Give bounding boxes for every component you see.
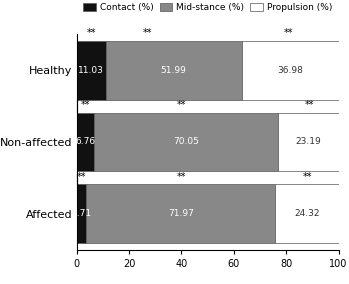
Text: **: ** [305, 100, 314, 110]
Bar [95, 112, 278, 172]
Text: 3.71: 3.71 [72, 209, 92, 218]
Text: 6.76: 6.76 [76, 137, 96, 147]
Text: 11.03: 11.03 [78, 66, 104, 75]
Text: **: ** [77, 172, 87, 182]
Bar [106, 41, 242, 100]
Text: 71.97: 71.97 [168, 209, 194, 218]
Text: **: ** [143, 28, 152, 38]
Bar [275, 184, 339, 243]
Text: **: ** [284, 28, 294, 38]
Bar [77, 184, 87, 243]
Text: 23.19: 23.19 [295, 137, 321, 147]
Bar [77, 41, 106, 100]
Text: **: ** [81, 100, 90, 110]
Text: 70.05: 70.05 [173, 137, 199, 147]
Legend: Contact (%), Mid-stance (%), Propulsion (%): Contact (%), Mid-stance (%), Propulsion … [80, 0, 335, 16]
Bar [77, 112, 95, 172]
Text: 24.32: 24.32 [294, 209, 319, 218]
Bar [278, 112, 339, 172]
Text: **: ** [177, 100, 187, 110]
Text: **: ** [87, 28, 96, 38]
Bar [242, 41, 339, 100]
Text: 36.98: 36.98 [277, 66, 303, 75]
Bar [87, 184, 275, 243]
Text: **: ** [176, 172, 186, 182]
Text: **: ** [303, 172, 312, 182]
Text: 51.99: 51.99 [161, 66, 187, 75]
